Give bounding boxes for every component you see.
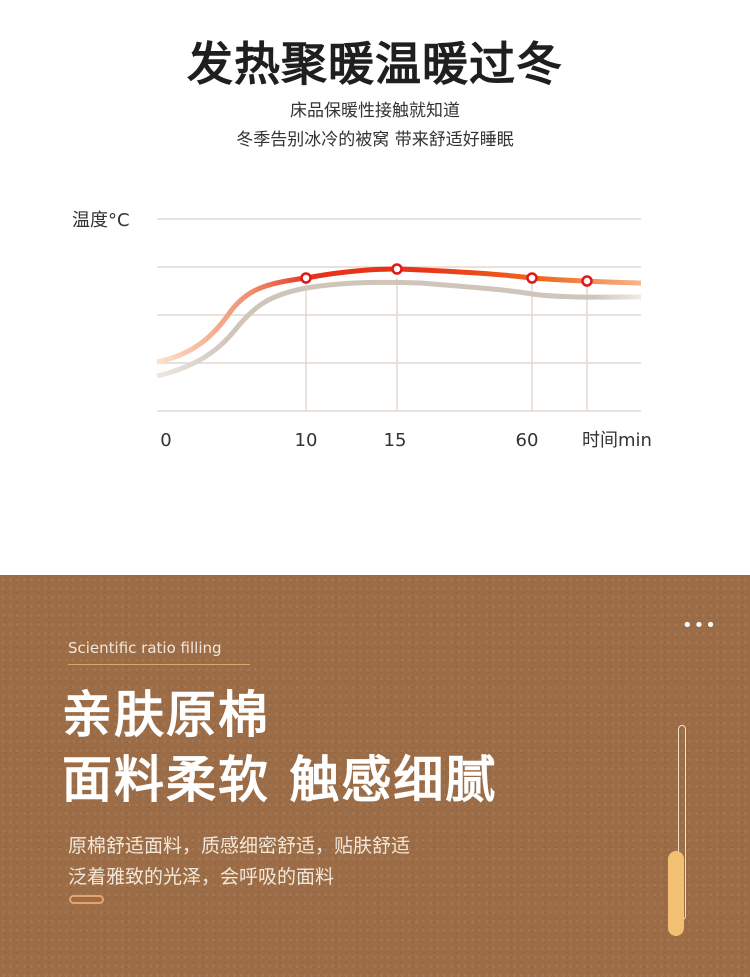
fabric-banner: ••• Scientific ratio filling 亲肤原棉 面料柔软 触… [0, 575, 750, 977]
data-point-marker [581, 275, 593, 287]
data-point-marker [391, 263, 403, 275]
divider [68, 664, 250, 665]
english-tagline: Scientific ratio filling [68, 639, 222, 657]
scroll-thumb[interactable] [668, 850, 684, 936]
x-tick-label: 10 [295, 430, 318, 451]
subtitle-line-2: 冬季告别冰冷的被窝 带来舒适好睡眠 [236, 130, 514, 150]
x-tick-label: 15 [384, 430, 407, 451]
temperature-chart: 0 10 15 60 温度°C 时间min [72, 210, 652, 451]
body-line-1: 原棉舒适面料，质感细密舒适，贴肤舒适 [68, 835, 411, 857]
y-axis-label: 温度°C [72, 210, 130, 231]
data-point-marker [526, 272, 538, 284]
series-line-heated [156, 266, 642, 365]
ellipsis-icon[interactable]: ••• [682, 615, 717, 636]
body-line-2: 泛着雅致的光泽，会呼吸的面料 [68, 866, 335, 888]
series-line-baseline [156, 279, 642, 379]
headline-line-2: 面料柔软 触感细腻 [62, 751, 498, 809]
x-tick-label: 60 [516, 430, 539, 451]
headline-line-1: 亲肤原棉 [62, 686, 270, 744]
x-tick-label: 0 [160, 430, 171, 451]
subtitle-line-1: 床品保暖性接触就知道 [290, 101, 460, 121]
x-axis-label: 时间min [582, 430, 652, 451]
decorative-pill [69, 895, 104, 904]
page-title: 发热聚暖温暖过冬 [187, 37, 563, 91]
data-point-marker [300, 272, 312, 284]
